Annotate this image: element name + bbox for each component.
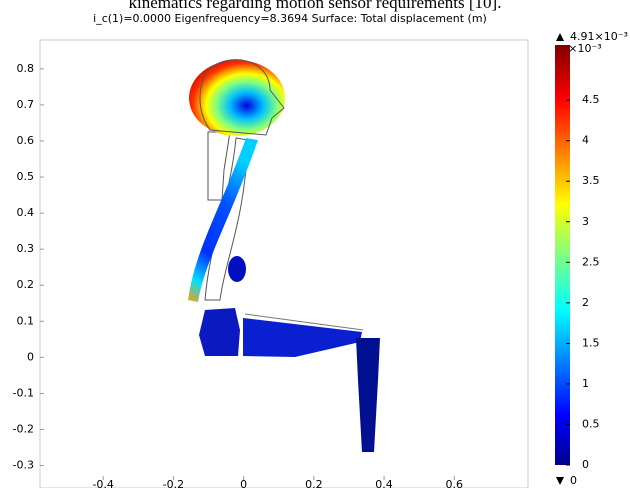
y-tick-label: 0.1: [17, 314, 35, 327]
colorbar: [555, 45, 570, 465]
y-tick-label: 0: [27, 350, 34, 363]
y-tick-label: 0.2: [17, 278, 35, 291]
y-tick-label: -0.3: [13, 459, 34, 472]
y-tick-label: 0.6: [17, 134, 35, 147]
y-tick-label: 0.7: [17, 98, 35, 111]
y-tick-label: -0.1: [13, 386, 34, 399]
colorbar-tick-label: 3: [582, 215, 589, 228]
colorbar-tick-label: 2: [582, 296, 589, 309]
caption: kinematics regarding motion sensor requi…: [129, 0, 502, 12]
colorbar-tick-label: 0: [582, 458, 589, 471]
colorbar-tick-label: 3.5: [582, 174, 600, 187]
chart: kinematics regarding motion sensor requi…: [0, 0, 630, 488]
x-tick-label: 0: [240, 478, 247, 488]
x-tick-label: -0.2: [163, 478, 184, 488]
chart-title: i_c(1)=0.0000 Eigenfrequency=8.3694 Surf…: [93, 12, 487, 25]
colorbar-tick-label: 4.5: [582, 93, 600, 106]
x-tick-label: 0.6: [446, 478, 464, 488]
y-tick-label: 0.8: [17, 62, 35, 75]
y-tick-label: 0.4: [17, 206, 35, 219]
y-tick-label: 0.5: [17, 170, 35, 183]
colorbar-tick-label: 1.5: [582, 336, 600, 349]
colorbar-tick-label: 0.5: [582, 417, 600, 430]
colorbar-tick-label: 2.5: [582, 255, 600, 268]
colorbar-min-label: 0: [570, 474, 577, 487]
max-marker: [556, 33, 564, 41]
colorbar-tick-label: 4: [582, 134, 589, 147]
x-tick-label: 0.2: [305, 478, 323, 488]
colorbar-tick-label: 1: [582, 377, 589, 390]
geometry: [188, 60, 380, 452]
colorbar-exponent: ×10⁻³: [568, 42, 601, 55]
min-marker: [556, 477, 564, 485]
y-tick-label: -0.2: [13, 423, 34, 436]
y-tick-label: 0.3: [17, 242, 35, 255]
x-tick-label: -0.4: [92, 478, 113, 488]
x-tick-label: 0.4: [375, 478, 393, 488]
